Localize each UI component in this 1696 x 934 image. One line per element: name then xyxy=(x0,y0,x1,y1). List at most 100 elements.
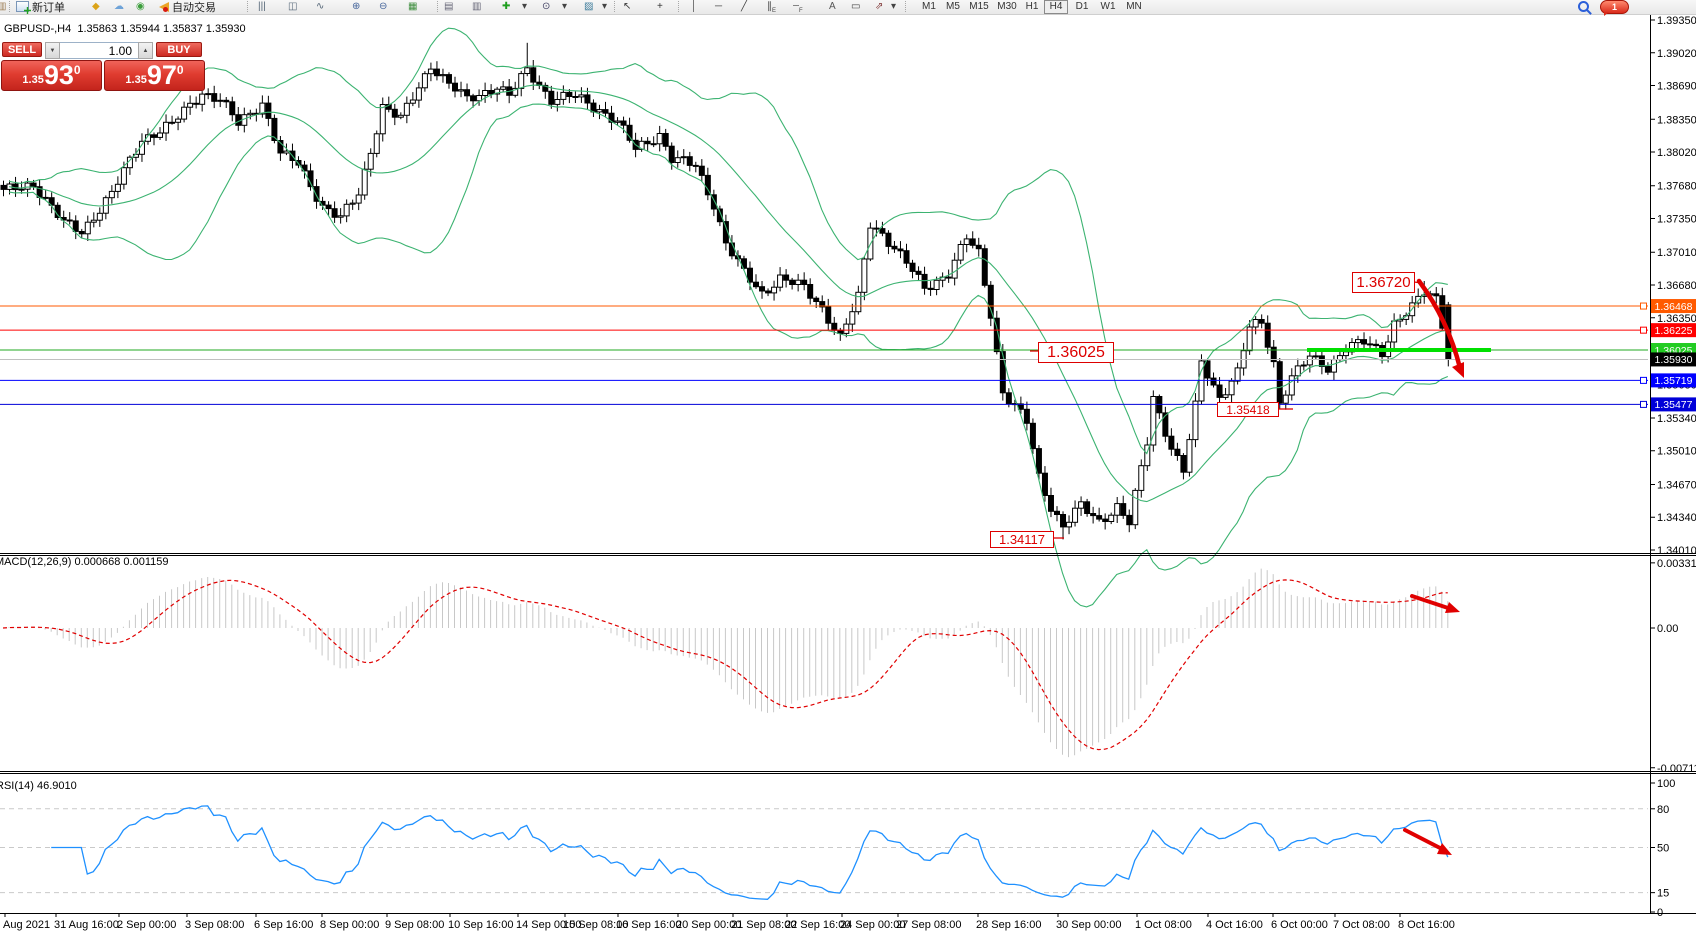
svg-text:1.35930: 1.35930 xyxy=(1655,354,1693,366)
bid-price-display[interactable]: 1.35 93 0 xyxy=(1,60,102,91)
svg-text:1.38020: 1.38020 xyxy=(1657,147,1696,159)
dropdown-caret-icon[interactable]: ▾ xyxy=(602,1,608,12)
zoom-out-icon[interactable]: ⊖ xyxy=(379,1,388,12)
svg-text:14 Sep 00:00: 14 Sep 00:00 xyxy=(516,919,581,931)
cascade-windows-icon[interactable]: ▤ xyxy=(444,1,454,12)
chart-fragment-icon[interactable]: ▥ xyxy=(0,1,7,12)
svg-text:100: 100 xyxy=(1657,778,1675,790)
price-annotation[interactable]: 1.34117 xyxy=(990,531,1054,548)
community-cloud-icon[interactable]: ☁ xyxy=(114,1,124,12)
bar-chart-icon[interactable]: ||| xyxy=(258,1,266,12)
timeframe-button-M5[interactable]: M5 xyxy=(946,1,960,12)
crosshair-icon[interactable]: + xyxy=(657,1,663,12)
svg-text:6 Oct 00:00: 6 Oct 00:00 xyxy=(1271,919,1328,931)
candlestick-chart-icon[interactable]: ◫ xyxy=(288,1,298,12)
autotrading-button[interactable]: 自动交易 xyxy=(157,0,218,14)
sell-button[interactable]: SELL xyxy=(2,42,42,57)
toolbar-separator xyxy=(247,1,248,12)
svg-text:1.35010: 1.35010 xyxy=(1657,446,1696,458)
vertical-line-icon[interactable]: │ xyxy=(691,1,698,12)
svg-text:21 Sep 08:00: 21 Sep 08:00 xyxy=(731,919,796,931)
timeframe-button-D1[interactable]: D1 xyxy=(1075,1,1089,12)
search-icon[interactable] xyxy=(1578,1,1589,12)
svg-text:50: 50 xyxy=(1657,843,1669,855)
toolbar: 1 ▥ 新订单 ◆ ☁ ◉ 自动交易 ||| ◫ ∿ ⊕ ⊖ ▦ ▤ ▥ ✚ ▾ ⊙ ▾ ▨ ▾ ↖ + │ ─ ╱ ∥E ┄F A ▭… xyxy=(0,0,1696,16)
timeframe-button-W1[interactable]: W1 xyxy=(1100,1,1116,12)
svg-text:1 Oct 08:00: 1 Oct 08:00 xyxy=(1135,919,1192,931)
volume-stepper: ▼ ▲ xyxy=(45,42,153,59)
svg-text:1.38690: 1.38690 xyxy=(1657,81,1696,93)
macd-indicator-label: MACD(12,26,9) 0.000668 0.001159 xyxy=(0,556,169,568)
svg-text:1.36225: 1.36225 xyxy=(1655,325,1693,337)
svg-text:0.003315: 0.003315 xyxy=(1657,558,1696,570)
svg-text:1.35340: 1.35340 xyxy=(1657,413,1696,425)
chat-notification-icon[interactable]: 1 xyxy=(1600,0,1629,16)
label-tool-icon[interactable]: ▭ xyxy=(851,1,861,12)
timeframe-button-H4[interactable]: H4 xyxy=(1044,0,1068,14)
price-annotation[interactable]: 1.36025 xyxy=(1038,342,1114,363)
tile-horizontal-icon[interactable]: ▥ xyxy=(472,1,482,12)
svg-text:9 Sep 08:00: 9 Sep 08:00 xyxy=(385,919,444,931)
horizontal-line-icon[interactable]: ─ xyxy=(715,1,723,12)
svg-text:1.37010: 1.37010 xyxy=(1657,247,1696,259)
svg-text:1.34670: 1.34670 xyxy=(1657,479,1696,491)
gold-icon[interactable]: ◆ xyxy=(92,1,100,12)
volume-increase-button[interactable]: ▲ xyxy=(138,42,153,59)
timeframe-button-M1[interactable]: M1 xyxy=(922,1,936,12)
svg-text:6 Sep 16:00: 6 Sep 16:00 xyxy=(254,919,313,931)
dropdown-caret-icon[interactable]: ▾ xyxy=(891,1,897,12)
cursor-icon[interactable]: ↖ xyxy=(623,1,632,12)
svg-text:1.35477: 1.35477 xyxy=(1655,399,1693,411)
svg-text:15: 15 xyxy=(1657,888,1669,900)
toolbar-button-label: 新订单 xyxy=(32,1,65,14)
period-clock-icon[interactable]: ⊙ xyxy=(542,1,551,12)
volume-input[interactable] xyxy=(60,42,138,59)
fibonacci-icon[interactable]: ┄F xyxy=(793,1,803,14)
equidistant-channel-icon[interactable]: ∥E xyxy=(767,1,777,14)
svg-text:1.36468: 1.36468 xyxy=(1655,301,1693,313)
new-order-button[interactable]: 新订单 xyxy=(14,0,67,14)
svg-text:1.37350: 1.37350 xyxy=(1657,214,1696,226)
tile-windows-icon[interactable]: ▦ xyxy=(408,1,418,12)
toolbar-separator xyxy=(614,1,615,12)
toolbar-separator xyxy=(905,1,906,12)
svg-text:31 Aug 16:00: 31 Aug 16:00 xyxy=(54,919,119,931)
ask-price-display[interactable]: 1.35 97 0 xyxy=(104,60,205,91)
svg-text:7 Oct 08:00: 7 Oct 08:00 xyxy=(1333,919,1390,931)
svg-text:1.37680: 1.37680 xyxy=(1657,181,1696,193)
line-chart-icon[interactable]: ∿ xyxy=(316,1,325,12)
shapes-tool-icon[interactable]: ⇗ xyxy=(875,1,884,12)
svg-text:10 Sep 16:00: 10 Sep 16:00 xyxy=(448,919,513,931)
buy-button[interactable]: BUY xyxy=(156,42,202,57)
price-annotation[interactable]: 1.35418 xyxy=(1217,402,1279,417)
svg-text:2 Sep 00:00: 2 Sep 00:00 xyxy=(117,919,176,931)
svg-text:30 Sep 00:00: 30 Sep 00:00 xyxy=(1056,919,1121,931)
toolbar-separator xyxy=(437,1,438,12)
timeframe-button-MN[interactable]: MN xyxy=(1126,1,1142,12)
ask-price-small: 1.35 xyxy=(125,74,147,86)
volume-decrease-button[interactable]: ▼ xyxy=(45,42,60,59)
svg-text:16 Sep 16:00: 16 Sep 16:00 xyxy=(616,919,681,931)
svg-text:1.39020: 1.39020 xyxy=(1657,48,1696,60)
indicators-icon[interactable]: ▨ xyxy=(584,1,594,12)
trendline-icon[interactable]: ╱ xyxy=(741,1,748,12)
timeframe-button-M30[interactable]: M30 xyxy=(997,1,1017,12)
svg-text:0.00: 0.00 xyxy=(1657,623,1678,635)
svg-text:22 Sep 16:00: 22 Sep 16:00 xyxy=(785,919,850,931)
text-tool-icon[interactable]: A xyxy=(829,1,836,12)
bid-price-big: 93 xyxy=(43,60,74,90)
rsi-indicator-label: RSI(14) 46.9010 xyxy=(0,780,77,792)
svg-text:20 Sep 00:00: 20 Sep 00:00 xyxy=(676,919,741,931)
svg-text:1.36350: 1.36350 xyxy=(1657,313,1696,325)
bid-price-sup: 0 xyxy=(73,63,81,77)
timeframe-button-M15[interactable]: M15 xyxy=(969,1,989,12)
new-chart-icon[interactable]: ✚ xyxy=(502,1,511,12)
toolbar-separator xyxy=(9,1,10,12)
zoom-in-icon[interactable]: ⊕ xyxy=(352,1,361,12)
price-annotation[interactable]: 1.36720 xyxy=(1352,272,1415,293)
timeframe-button-H1[interactable]: H1 xyxy=(1025,1,1039,12)
dropdown-caret-icon[interactable]: ▾ xyxy=(522,1,528,12)
sound-icon[interactable]: ◉ xyxy=(136,1,145,12)
dropdown-caret-icon[interactable]: ▾ xyxy=(562,1,568,12)
